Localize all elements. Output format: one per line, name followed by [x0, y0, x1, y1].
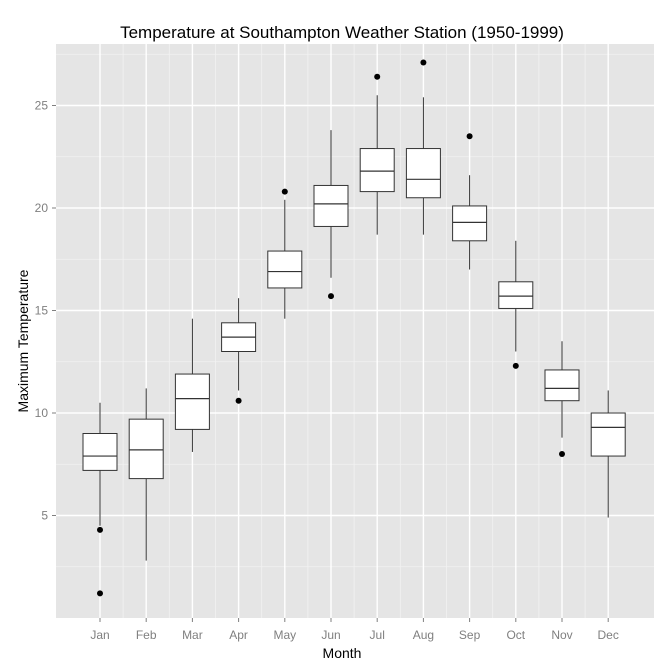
outlier-point — [512, 362, 519, 369]
y-axis-ticks: 5 10 15 20 25 — [35, 99, 56, 523]
box-iqr — [174, 373, 210, 430]
box-dec — [590, 390, 626, 518]
outlier-point — [97, 526, 103, 533]
x-tick-label: Jan — [90, 628, 109, 642]
outlier-point — [559, 451, 565, 457]
x-tick-label: Jun — [321, 628, 340, 642]
box-iqr — [544, 369, 580, 402]
x-tick-label: Oct — [506, 628, 525, 642]
box-oct — [498, 240, 534, 369]
x-tick-label: Aug — [413, 628, 434, 642]
box-iqr — [359, 148, 395, 193]
box-iqr — [267, 250, 303, 289]
outlier-point — [235, 397, 242, 404]
x-tick-label: May — [273, 628, 296, 642]
box-iqr — [128, 418, 164, 480]
x-tick-label: Sep — [459, 628, 481, 642]
x-axis-ticks: Jan Feb Mar Apr May Jun Jul Aug Sep Oct Nov Dec — [90, 618, 619, 642]
box-jul — [359, 73, 395, 235]
box-aug — [405, 59, 441, 235]
x-tick-label: Jul — [370, 628, 385, 642]
x-tick-label: Feb — [136, 628, 157, 642]
outlier-point — [281, 188, 288, 195]
x-tick-label: Apr — [229, 628, 248, 642]
y-axis-title: Maximum Temperature — [15, 269, 31, 412]
grid-minor-lines — [56, 44, 654, 618]
outlier-point — [466, 133, 473, 140]
outlier-point — [328, 293, 334, 300]
outlier-point — [420, 59, 427, 66]
box-jan — [82, 402, 118, 597]
chart-title: Temperature at Southampton Weather Stati… — [120, 23, 564, 42]
box-iqr — [405, 148, 441, 199]
box-may — [267, 188, 303, 319]
box-apr — [221, 298, 257, 404]
box-iqr — [452, 205, 488, 242]
y-tick-label: 25 — [35, 99, 49, 113]
box-nov — [544, 341, 580, 457]
box-iqr — [498, 281, 534, 309]
plot-background — [56, 44, 654, 618]
box-marks — [82, 59, 626, 597]
outlier-point — [97, 590, 103, 597]
x-tick-label: Mar — [182, 628, 203, 642]
y-tick-label: 5 — [41, 509, 48, 523]
box-iqr — [590, 412, 626, 457]
x-tick-label: Dec — [598, 628, 619, 642]
x-tick-label: Nov — [551, 628, 572, 642]
y-tick-label: 10 — [35, 406, 49, 420]
x-axis-title: Month — [323, 645, 362, 661]
outlier-point — [374, 73, 381, 80]
y-tick-label: 15 — [35, 304, 49, 318]
box-iqr — [313, 184, 349, 227]
box-feb — [128, 388, 164, 561]
box-mar — [174, 318, 210, 452]
box-jun — [313, 130, 349, 300]
y-tick-label: 20 — [35, 201, 49, 215]
box-sep — [452, 133, 488, 270]
box-iqr — [82, 433, 118, 471]
